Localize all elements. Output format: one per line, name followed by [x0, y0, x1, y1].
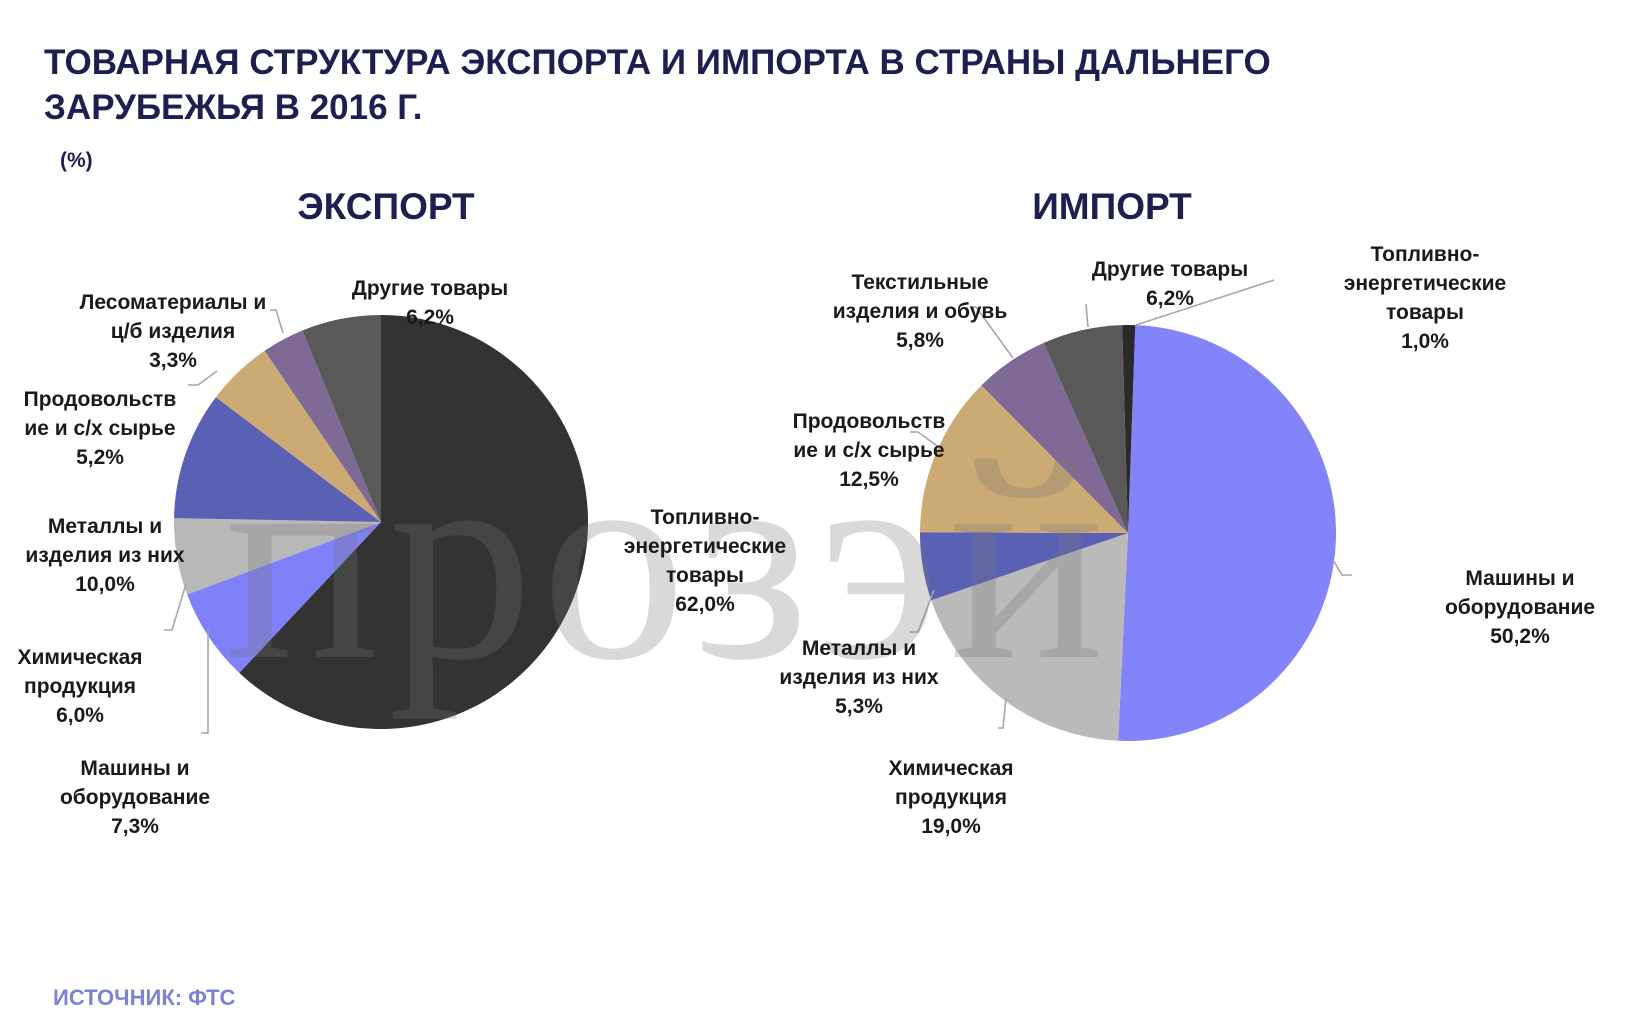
export-label-metals: Металлы и изделия из них 10,0%	[25, 515, 185, 596]
import-pie	[920, 324, 1336, 741]
leader-line-5	[998, 697, 1007, 729]
page-title: ТОВАРНАЯ СТРУКТУРА ЭКСПОРТА И ИМПОРТА В …	[44, 43, 1271, 127]
import-slice-4	[981, 342, 1128, 533]
leader-line-2	[188, 370, 218, 386]
export-label-timber: Лесоматериалы и ц/б изделия 3,3%	[79, 291, 267, 372]
leader-line-7	[910, 431, 941, 449]
leader-line-3	[270, 309, 284, 334]
export-label-fuel: Топливно- энергетические товары 62,0%	[623, 506, 787, 616]
import-label-chemicals: Химическая продукция 19,0%	[888, 757, 1014, 838]
import-slice-5	[1043, 325, 1128, 533]
leader-line-6	[910, 589, 935, 633]
export-label-food: Продовольств ие и с/х сырье 5,2%	[23, 388, 177, 469]
export-chart-title: ЭКСПОРТ	[297, 186, 475, 227]
import-slice-0	[1118, 325, 1336, 741]
source-note: ИСТОЧНИК: ФТС	[53, 985, 236, 1010]
leader-line-10	[1135, 279, 1275, 326]
export-slice-6	[302, 315, 381, 522]
import-slice-1	[931, 533, 1128, 741]
export-slice-0	[239, 315, 588, 729]
import-label-metals: Металлы и изделия из них 5,3%	[779, 637, 939, 718]
import-label-machines: Машины и оборудование 50,2%	[1444, 567, 1596, 648]
leader-line-8	[970, 306, 1014, 359]
import-label-fuel: Топливно- энергетические товары 1,0%	[1343, 243, 1507, 353]
export-label-machines: Машины и оборудование 7,3%	[59, 757, 211, 838]
import-chart-title: ИМПОРТ	[1032, 186, 1192, 227]
export-slice-1	[187, 522, 381, 673]
leader-line-1	[164, 583, 187, 631]
import-slice-3	[920, 385, 1128, 533]
export-slice-5	[264, 330, 381, 522]
import-label-textile: Текстильные изделия и обувь 5,8%	[832, 271, 1008, 352]
leader-line-0	[201, 630, 209, 734]
leader-lines	[164, 279, 1352, 734]
import-label-other: Другие товары 6,2%	[1091, 258, 1249, 310]
export-slice-3	[174, 397, 381, 522]
export-slice-4	[215, 350, 381, 522]
export-pie	[174, 315, 588, 729]
unit-label: (%)	[60, 149, 93, 172]
export-label-chemicals: Химическая продукция 6,0%	[17, 646, 143, 727]
leader-line-4	[1332, 559, 1352, 576]
export-label-other: Другие товары 6,2%	[351, 277, 509, 329]
import-label-food: Продовольств ие и с/х сырье 12,5%	[792, 410, 946, 491]
import-slice-6	[1122, 324, 1136, 533]
export-slice-2	[174, 518, 381, 595]
leader-line-9	[1085, 303, 1089, 328]
import-slice-2	[920, 532, 1128, 601]
